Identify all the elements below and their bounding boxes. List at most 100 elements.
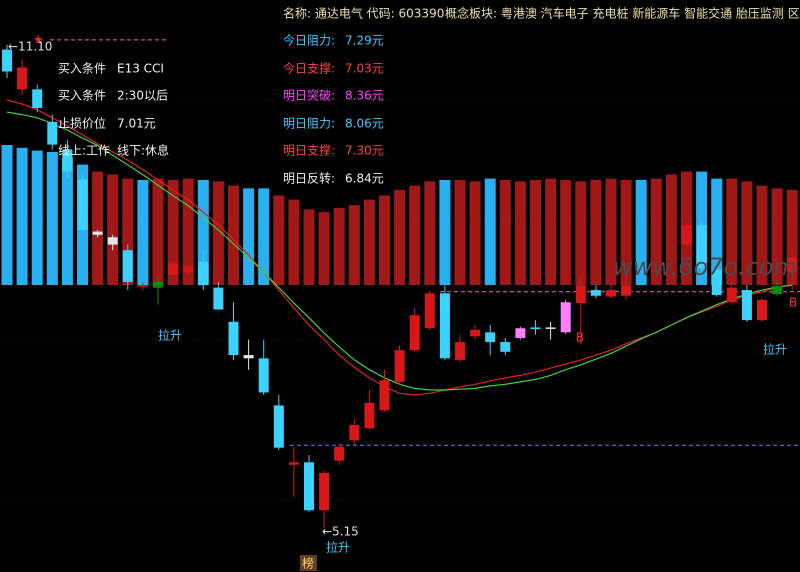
annotation: B [576, 331, 584, 345]
annotation: 拉升 [158, 328, 182, 343]
indicator-bar [590, 180, 602, 285]
annotation: 拉升 [763, 342, 787, 357]
indicator-bar [560, 180, 572, 285]
condition-value: E13 CCI [117, 62, 164, 76]
level-value: 7.30元 [345, 144, 384, 158]
indicator-bar [484, 178, 496, 285]
candle-body [258, 358, 269, 393]
indicator-bar [46, 152, 58, 285]
indicator-bar [530, 180, 541, 285]
candle-body [696, 225, 707, 269]
candle-body [757, 299, 767, 321]
candle-body [122, 250, 133, 282]
indicator-bar [379, 195, 390, 285]
candle-body [47, 121, 58, 145]
indicator-bar [318, 212, 330, 285]
level-value: 6.84元 [345, 172, 384, 186]
indicator-bar [575, 181, 587, 285]
candle-body [243, 355, 254, 359]
indicator-bar [469, 181, 481, 285]
candle-body [379, 380, 390, 411]
candle-body [711, 269, 722, 295]
indicator-bar [786, 189, 798, 285]
badge-box [300, 555, 317, 571]
level-value: 8.36元 [345, 89, 384, 103]
high-label: ←11.10 [8, 40, 52, 54]
level-value: 8.06元 [345, 117, 384, 131]
indicator-bar [137, 180, 149, 285]
candle-body [62, 149, 73, 172]
candle-body [560, 302, 571, 333]
level-label: 明日突破: [283, 88, 335, 103]
candle-body [288, 462, 299, 465]
indicator-bar [1, 145, 13, 285]
indicator-bar [197, 180, 209, 285]
candle-body [319, 472, 330, 511]
texts: ★ 名称: 通达电气 代码: 603390 概念板块: 粤港澳 汽车电子 充电桩… [8, 6, 800, 571]
indicator-bar [16, 147, 28, 285]
condition-label: 线上:工作 [58, 144, 110, 158]
indicator-bar [650, 178, 662, 285]
condition-label: 买入条件 [58, 89, 106, 103]
level-label: 今日阻力: [283, 33, 335, 48]
candle-body [621, 285, 632, 296]
indicator-bar [152, 178, 164, 285]
condition-value: 线下:休息 [117, 143, 169, 158]
indicator-bar [499, 180, 511, 285]
indicator-bar [333, 208, 345, 285]
candle-body [485, 332, 496, 343]
indicator-bar [363, 199, 375, 285]
level-label: 明日支撑: [283, 143, 335, 158]
candle-body [2, 49, 12, 72]
candle-body [500, 342, 511, 352]
level-value: 7.03元 [345, 62, 384, 76]
candle-body [772, 286, 783, 295]
header-name: 名称: 通达电气 代码: 603390 [283, 6, 444, 21]
candle-body [455, 342, 465, 360]
indicator-bar [635, 180, 647, 285]
candle-body [470, 329, 481, 337]
level-label: 今日支撑: [283, 61, 335, 76]
candle-body [183, 265, 194, 273]
candle-body [681, 225, 692, 245]
indicator-bar [31, 150, 43, 285]
annotation: B [789, 296, 797, 310]
header-concept: 概念板块: 粤港澳 汽车电子 充电桩 新能源车 智能交通 胎压监测 区块 [445, 6, 800, 21]
candle-body [213, 287, 224, 310]
indicator-bar [394, 189, 406, 285]
condition-label: 买入条件 [58, 62, 106, 76]
indicator-bar [228, 185, 239, 285]
level-value: 7.29元 [345, 34, 384, 48]
candle-body [32, 89, 43, 109]
candle-body [228, 321, 239, 356]
condition-value: 7.01元 [117, 117, 156, 131]
candle-body [787, 257, 798, 273]
candle-body [334, 446, 345, 461]
candle-body [364, 403, 375, 429]
candle-body [107, 237, 118, 245]
level-label: 明日阻力: [283, 117, 335, 131]
indicator-bar [167, 180, 179, 285]
indicator-bar [756, 185, 768, 285]
watermark: www.6o7o.com [613, 253, 797, 281]
indicator-bar [620, 180, 632, 285]
candle-body [575, 285, 586, 304]
candle-body [606, 290, 616, 297]
indicator-bar [741, 181, 753, 285]
indicator-bar [258, 188, 270, 285]
indicator-bar [454, 180, 466, 285]
low-label: ←5.15 [322, 525, 359, 539]
condition-label: 止损价位 [58, 116, 106, 131]
indicator-bar [288, 199, 300, 285]
candle-body [741, 290, 752, 321]
candle-body [726, 287, 737, 303]
indicator-bar [711, 178, 723, 285]
candle-body [137, 285, 148, 287]
indicator-bar [424, 181, 436, 285]
indicator-bar [107, 174, 119, 285]
candle-body [349, 424, 360, 441]
indicator-bar [61, 157, 73, 285]
level-label: 明日反转: [283, 171, 335, 186]
